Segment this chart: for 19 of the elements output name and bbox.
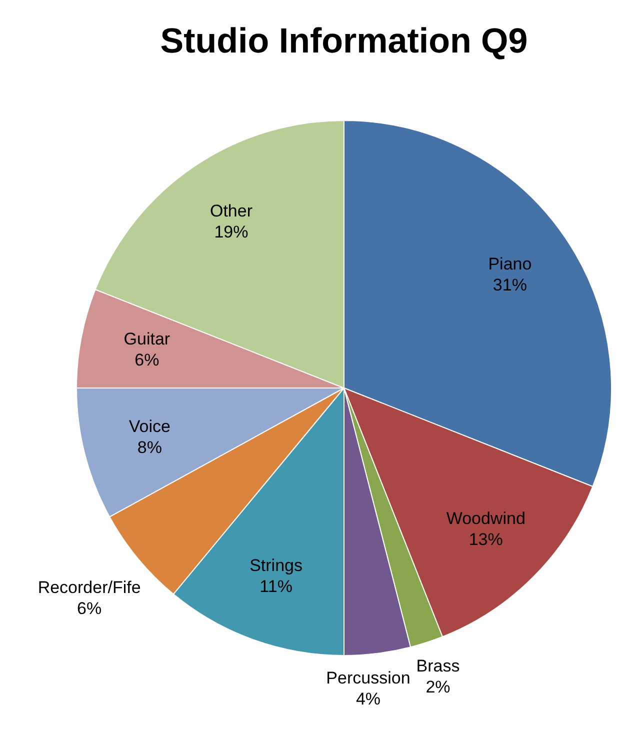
chart-title: Studio Information Q9 <box>160 22 528 61</box>
data-label: 13% <box>468 530 503 550</box>
data-label: 19% <box>214 222 248 242</box>
slice-label: Brass <box>416 656 460 676</box>
data-label: 31% <box>492 275 527 294</box>
slice-label: Recorder/Fife <box>38 578 141 597</box>
data-label: 8% <box>137 438 162 458</box>
slice-label: Piano <box>488 254 532 274</box>
slice-label: Other <box>210 201 253 220</box>
data-label: 4% <box>356 689 381 708</box>
data-label: 2% <box>426 677 450 696</box>
data-label: 11% <box>260 576 292 596</box>
slice-label: Percussion <box>326 668 410 688</box>
slice-label: Voice <box>128 417 170 436</box>
data-label: 6% <box>77 598 102 618</box>
slice-label: Woodwind <box>446 509 526 528</box>
data-label: 6% <box>134 350 160 370</box>
slice-label: Guitar <box>124 330 170 349</box>
slice-label: Strings <box>250 556 302 575</box>
